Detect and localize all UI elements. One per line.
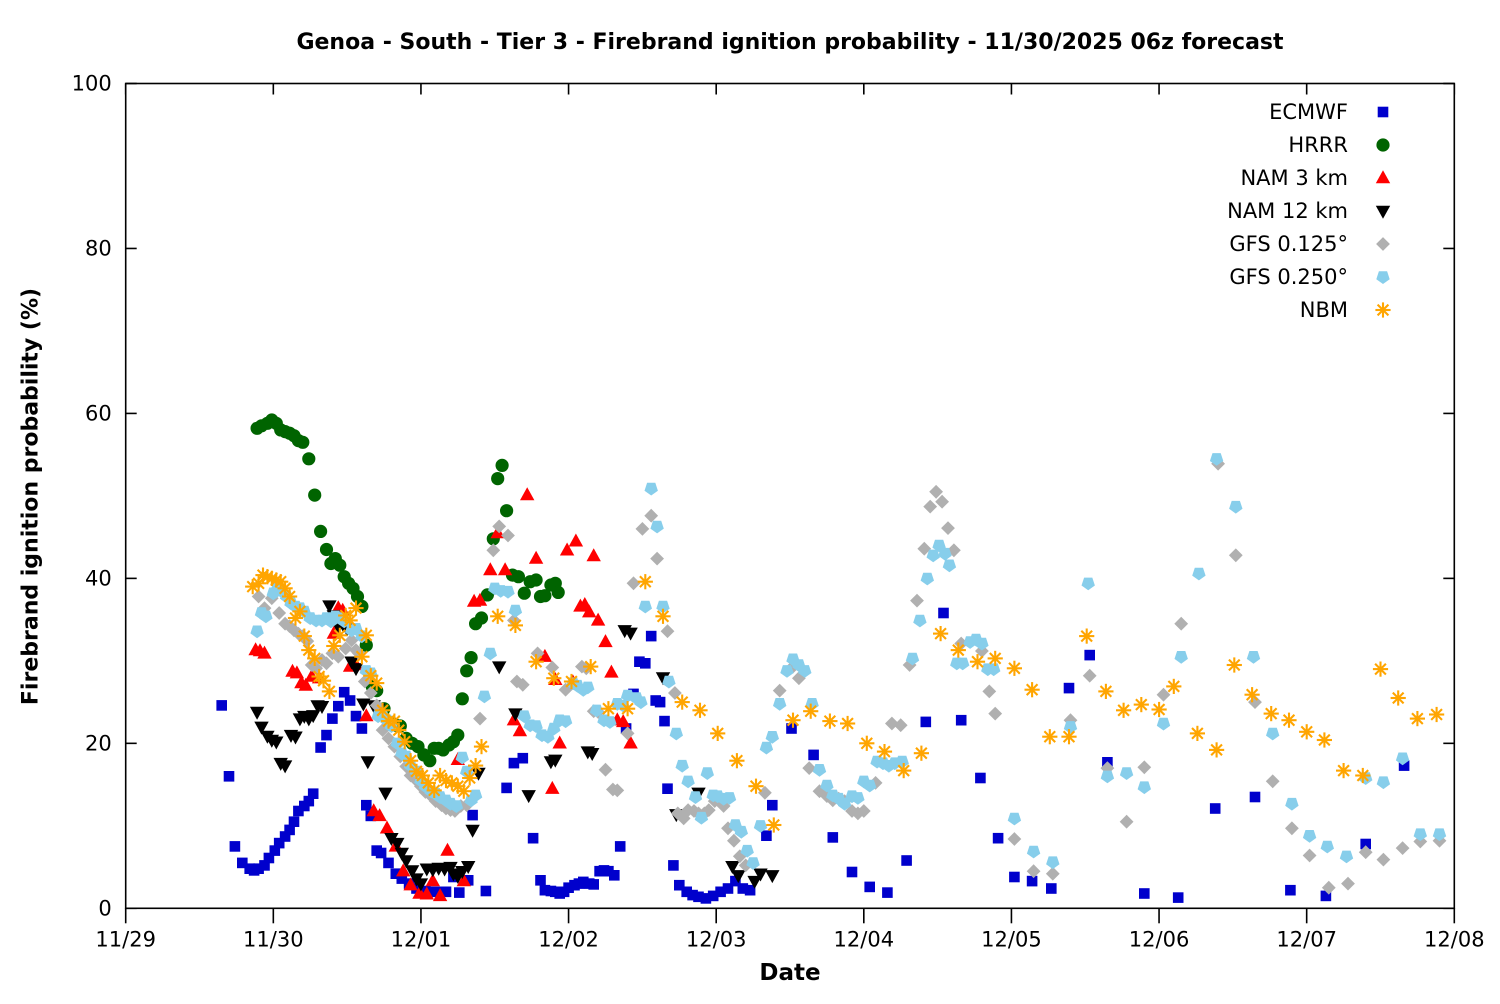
series-gfs-0-250- (250, 453, 1447, 870)
x-axis-ticks (124, 83, 1456, 924)
series-nam-12-km (249, 600, 780, 892)
legend-entry-hrrr: HRRR (1148, 128, 1400, 161)
nam-3-km-marker-icon (1370, 165, 1400, 191)
legend-entry-gfs-0-250-: GFS 0.250° (1148, 260, 1400, 293)
legend-label-gfs-0-250-: GFS 0.250° (1229, 264, 1348, 289)
legend-label-hrrr: HRRR (1288, 132, 1348, 157)
svg-text:60: 60 (85, 401, 112, 425)
x-tick-labels: 11/29 11/30 12/01 12/02 12/03 12/04 12/05 12/06… (95, 927, 1484, 951)
series-nbm (245, 567, 1445, 833)
legend-entry-nam-3-km: NAM 3 km (1148, 161, 1400, 194)
svg-text:12/06: 12/06 (1129, 927, 1190, 951)
chart-title: Genoa - South - Tier 3 - Firebrand ignit… (296, 30, 1284, 55)
nbm-marker-icon (1370, 297, 1400, 323)
svg-text:100: 100 (72, 72, 112, 96)
svg-text:12/05: 12/05 (981, 927, 1042, 951)
svg-text:11/29: 11/29 (95, 927, 156, 951)
legend-label-nam-12-km: NAM 12 km (1227, 198, 1348, 223)
plot-border (124, 82, 1456, 910)
svg-text:12/02: 12/02 (538, 927, 599, 951)
legend-entry-gfs-0-125-: GFS 0.125° (1148, 227, 1400, 260)
y-tick-labels: 0 20 40 60 80 100 (72, 72, 112, 921)
x-axis-title: Date (759, 960, 821, 986)
svg-text:20: 20 (85, 731, 112, 755)
gfs-0-125--marker-icon (1370, 231, 1400, 257)
svg-text:80: 80 (85, 236, 112, 260)
legend-entry-nam-12-km: NAM 12 km (1148, 194, 1400, 227)
legend-label-nam-3-km: NAM 3 km (1240, 165, 1348, 190)
svg-text:11/30: 11/30 (243, 927, 304, 951)
hrrr-marker-icon (1370, 132, 1400, 158)
nam-12-km-marker-icon (1370, 198, 1400, 224)
svg-text:12/04: 12/04 (834, 927, 895, 951)
svg-text:12/01: 12/01 (391, 927, 452, 951)
legend-entry-nbm: NBM (1148, 293, 1400, 326)
svg-text:12/03: 12/03 (686, 927, 747, 951)
legend-label-gfs-0-125-: GFS 0.125° (1229, 231, 1348, 256)
legend: ECMWF HRRR NAM 3 km NAM 12 km GFS 0.125° GFS … (1148, 95, 1400, 326)
y-axis-title: Firebrand ignition probability (%) (18, 287, 44, 706)
series-hrrr (250, 413, 565, 768)
svg-text:40: 40 (85, 566, 112, 590)
y-axis-ticks (125, 82, 1455, 910)
svg-text:12/07: 12/07 (1276, 927, 1337, 951)
series-gfs-0-125- (251, 456, 1447, 895)
legend-label-nbm: NBM (1299, 297, 1348, 322)
gfs-0-250--marker-icon (1370, 264, 1400, 290)
series-nam-3-km (248, 487, 638, 902)
ecmwf-marker-icon (1370, 99, 1400, 125)
legend-entry-ecmwf: ECMWF (1148, 95, 1400, 128)
legend-label-ecmwf: ECMWF (1269, 99, 1348, 124)
svg-text:12/08: 12/08 (1424, 927, 1485, 951)
svg-text:0: 0 (98, 896, 111, 920)
